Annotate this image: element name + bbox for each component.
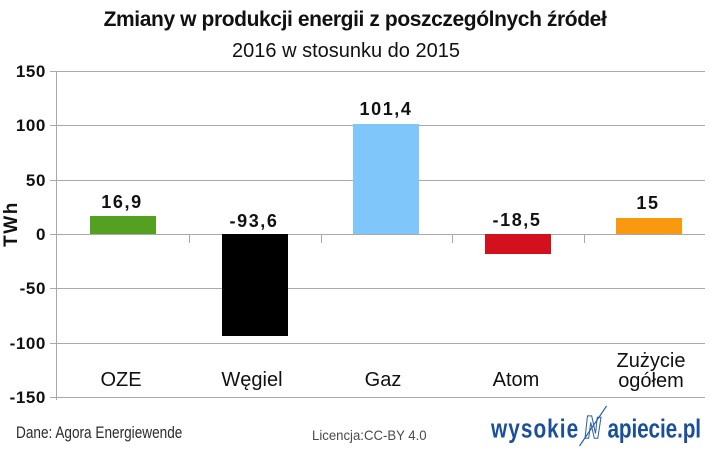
svg-text:apiecie.pl: apiecie.pl: [607, 414, 701, 443]
svg-text:wysokie: wysokie: [491, 414, 578, 443]
